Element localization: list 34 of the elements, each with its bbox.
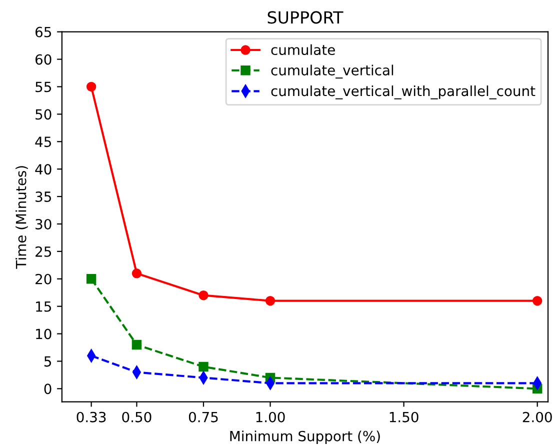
y-tick-label: 20 bbox=[36, 274, 52, 284]
y-tick-label: 5 bbox=[44, 356, 51, 367]
x-tick-label: 1.00 bbox=[256, 412, 285, 422]
x-tick-label: 0.33 bbox=[76, 412, 106, 422]
point bbox=[265, 296, 276, 306]
point bbox=[132, 268, 142, 278]
x-axis-title: Minimum Support (%) bbox=[230, 430, 380, 444]
legend-label: cumulate_vertical_with_parallel_count bbox=[271, 85, 536, 100]
legend-label: cumulate bbox=[271, 44, 335, 56]
y-tick-label: 10 bbox=[36, 328, 52, 340]
chart-title: SUPPORT bbox=[268, 11, 344, 24]
y-tick-label: 60 bbox=[36, 54, 52, 65]
point bbox=[532, 296, 542, 306]
y-tick-label: 40 bbox=[35, 164, 52, 175]
point bbox=[86, 274, 96, 284]
point bbox=[132, 340, 142, 350]
y-tick-label: 25 bbox=[36, 246, 51, 257]
y-tick-label: 15 bbox=[36, 301, 51, 312]
x-tick-label: 0.50 bbox=[122, 412, 152, 422]
point bbox=[198, 362, 208, 372]
y-tick-label: 55 bbox=[36, 82, 51, 92]
point bbox=[86, 82, 96, 92]
x-tick-label: 1.50 bbox=[390, 412, 418, 422]
y-tick-label: 65 bbox=[36, 26, 51, 38]
x-tick-label: 2.00 bbox=[522, 412, 552, 422]
legend-label: cumulate_vertical bbox=[271, 64, 394, 79]
y-tick-label: 50 bbox=[36, 109, 52, 120]
y-tick-label: 35 bbox=[36, 191, 51, 202]
y-tick-label: 45 bbox=[35, 136, 51, 148]
y-axis-title: Time (Minutes) bbox=[16, 166, 28, 269]
x-tick-label: 0.75 bbox=[188, 412, 218, 422]
y-tick-label: 0 bbox=[44, 384, 52, 394]
point bbox=[198, 290, 208, 300]
y-tick-label: 30 bbox=[36, 218, 52, 230]
